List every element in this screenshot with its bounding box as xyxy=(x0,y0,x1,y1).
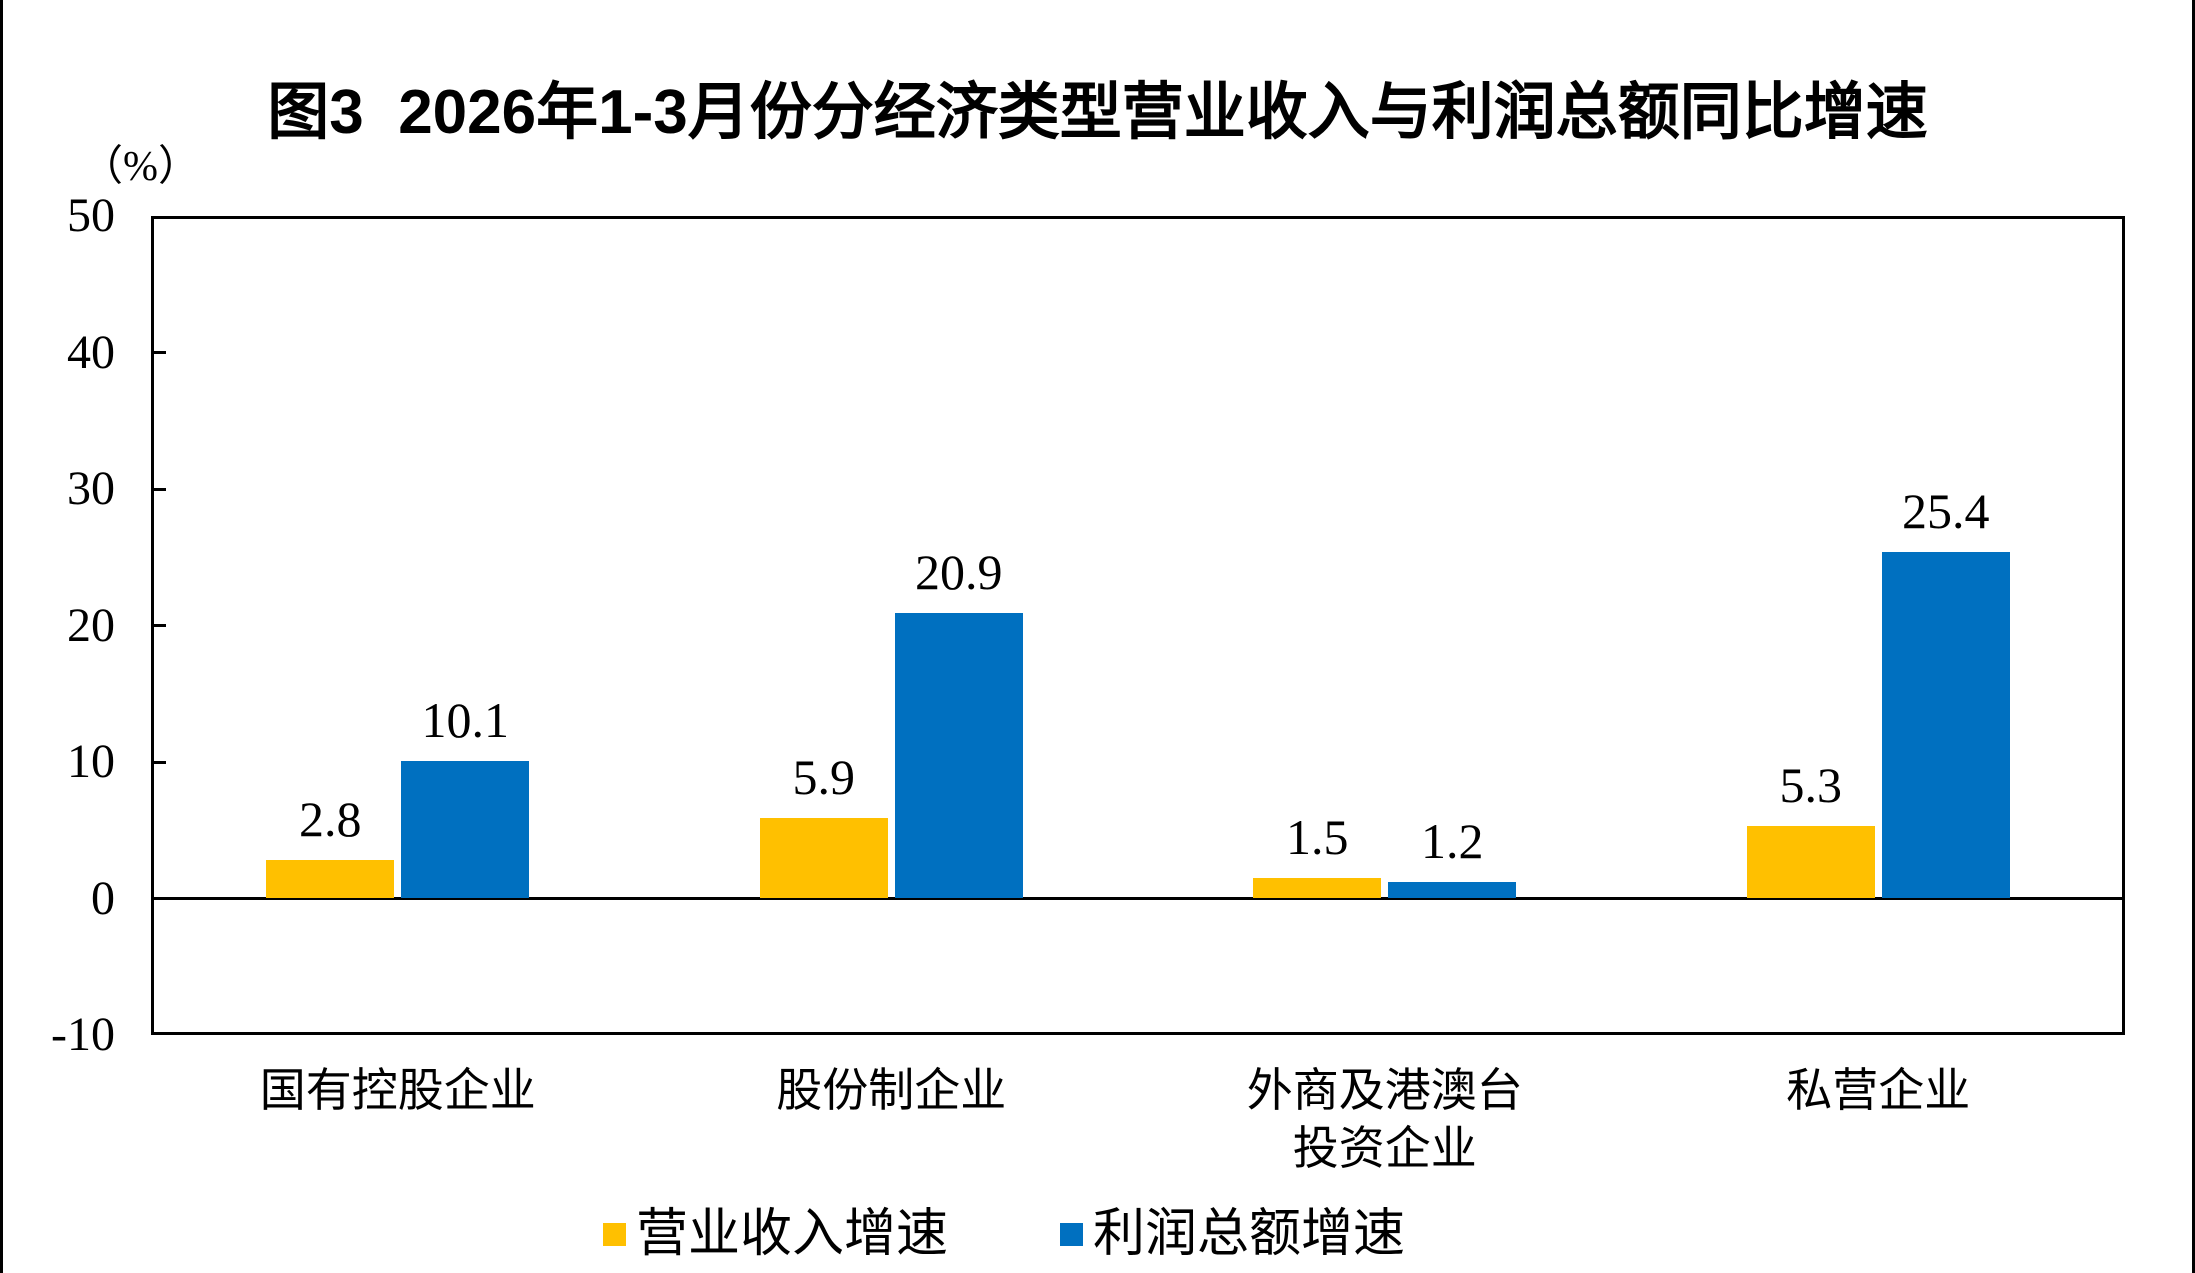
y-tick-label: 20 xyxy=(67,598,115,652)
y-tick-label: 0 xyxy=(91,871,115,925)
legend-label-revenue: 营业收入增速 xyxy=(636,1206,949,1263)
zero-line xyxy=(151,897,2125,900)
bar-value-label: 5.3 xyxy=(1779,757,1843,814)
category-label-0: 国有控股企业 xyxy=(259,1065,536,1116)
bar-value-label: 1.2 xyxy=(1421,813,1484,870)
legend-item-revenue: 营业收入增速 xyxy=(603,1206,948,1264)
bar-营业收入增速-3 xyxy=(1746,826,1875,899)
category-label-1: 股份制企业 xyxy=(776,1065,1007,1116)
bar-value-label: 25.4 xyxy=(1902,482,1990,539)
y-tick-mark xyxy=(151,487,166,491)
y-tick-label: 10 xyxy=(67,735,115,788)
category-label-2: 外商及港澳台 投资企业 xyxy=(1246,1065,1523,1174)
y-tick-mark xyxy=(151,351,166,354)
bar-value-label: 10.1 xyxy=(421,691,510,748)
bar-value-label: 2.8 xyxy=(299,791,362,848)
y-tick-mark xyxy=(151,624,166,627)
bar-利润总额增速-3 xyxy=(1881,551,2010,899)
category-label-3: 私营企业 xyxy=(1786,1065,1971,1116)
legend-item-profit: 利润总额增速 xyxy=(1060,1206,1405,1264)
bar-利润总额增速-2 xyxy=(1388,882,1517,899)
legend-swatch-revenue xyxy=(603,1223,626,1246)
bar-利润总额增速-1 xyxy=(894,613,1023,899)
bar-利润总额增速-0 xyxy=(401,760,530,899)
bar-营业收入增速-1 xyxy=(759,817,888,899)
bar-value-label: 5.9 xyxy=(792,748,856,805)
bar-value-label: 1.5 xyxy=(1286,809,1349,866)
legend-swatch-profit xyxy=(1060,1223,1084,1246)
plot-box xyxy=(151,216,2125,1035)
bar-营业收入增速-0 xyxy=(266,860,395,899)
bar-营业收入增速-2 xyxy=(1253,878,1382,899)
y-tick-label: 40 xyxy=(67,325,115,379)
y-tick-label: 50 xyxy=(67,189,115,242)
chart-title: 图3 2026年1-3月份分经济类型营业收入与利润总额同比增速 xyxy=(267,78,1928,147)
y-axis-unit-label: （%） xyxy=(81,144,200,190)
y-tick-label: 30 xyxy=(67,462,115,515)
y-tick-label: -10 xyxy=(51,1008,115,1061)
legend-label-profit: 利润总额增速 xyxy=(1093,1206,1406,1263)
bar-value-label: 20.9 xyxy=(915,544,1003,601)
y-tick-mark xyxy=(151,760,166,764)
legend: 营业收入增速 利润总额增速 xyxy=(603,1206,1405,1264)
